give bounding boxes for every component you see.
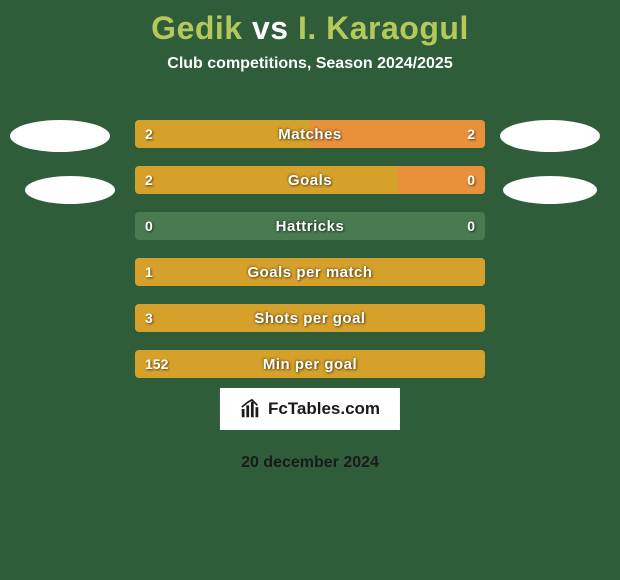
stat-label: Goals: [135, 166, 485, 194]
stat-label: Hattricks: [135, 212, 485, 240]
value-left: 2: [145, 120, 153, 148]
player1-name: Gedik: [151, 10, 242, 46]
team-badge-placeholder: [10, 120, 110, 152]
stat-row: Min per goal152: [135, 350, 485, 378]
team-badge-placeholder: [503, 176, 597, 204]
subtitle: Club competitions, Season 2024/2025: [0, 55, 620, 73]
value-left: 1: [145, 258, 153, 286]
value-right: 0: [467, 166, 475, 194]
stat-label: Shots per goal: [135, 304, 485, 332]
stat-row: Shots per goal3: [135, 304, 485, 332]
comparison-infographic: Gedik vs I. Karaogul Club competitions, …: [0, 0, 620, 580]
value-left: 2: [145, 166, 153, 194]
logo-text: FcTables.com: [268, 399, 380, 419]
value-left: 3: [145, 304, 153, 332]
stat-row: Hattricks0 0: [135, 212, 485, 240]
stat-label: Min per goal: [135, 350, 485, 378]
stat-label: Goals per match: [135, 258, 485, 286]
stat-row: Goals per match1: [135, 258, 485, 286]
value-left: 152: [145, 350, 168, 378]
player2-name: I. Karaogul: [298, 10, 469, 46]
stat-label: Matches: [135, 120, 485, 148]
date-text: 20 december 2024: [0, 454, 620, 472]
stat-row: Goals2 0: [135, 166, 485, 194]
site-logo: FcTables.com: [220, 388, 400, 430]
stats-chart: Matches22Goals20Hattricks00Goals per mat…: [0, 120, 620, 396]
chart-icon: [240, 398, 262, 420]
team-badge-placeholder: [25, 176, 115, 204]
value-right: 0: [467, 212, 475, 240]
value-right: 2: [467, 120, 475, 148]
value-left: 0: [145, 212, 153, 240]
page-title: Gedik vs I. Karaogul: [0, 0, 620, 47]
stat-row: Matches2 2: [135, 120, 485, 148]
vs-text: vs: [252, 10, 289, 46]
team-badge-placeholder: [500, 120, 600, 152]
